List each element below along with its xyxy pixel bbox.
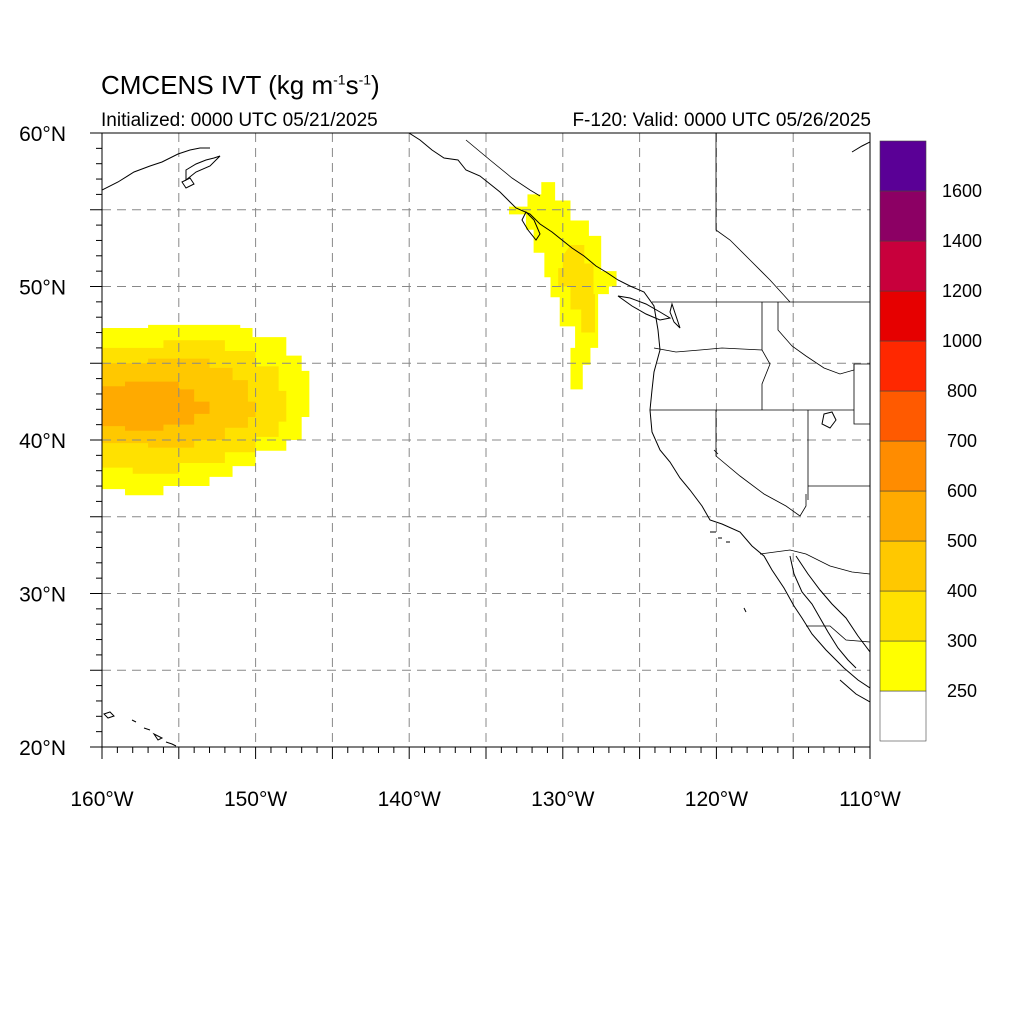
colorbar-box [879, 140, 927, 192]
lon-label: 110°W [839, 788, 901, 811]
colorbar-box [879, 490, 927, 542]
colorbar-box [879, 390, 927, 442]
title-text-mid: s [345, 70, 359, 100]
political-borders [465, 133, 870, 643]
lon-label: 130°W [531, 788, 594, 811]
colorbar-label: 250 [947, 681, 977, 701]
gulf-east-coast [795, 555, 870, 653]
colorbar-box [879, 590, 927, 642]
colorbar-label: 400 [947, 581, 977, 601]
lon-label: 160°W [70, 788, 133, 811]
hudson-bay-edge [851, 141, 870, 153]
idaho-west-border [761, 302, 771, 410]
ivt-contour-500 [102, 381, 210, 431]
lat-label: 20°N [19, 737, 66, 760]
lon-label: 120°W [685, 788, 748, 811]
wyoming-box [853, 364, 870, 425]
colorbar-label: 1000 [942, 331, 982, 351]
coastlines [102, 133, 870, 747]
initialized-time: Initialized: 0000 UTC 05/21/2025 [101, 110, 378, 131]
colorbar-label: 500 [947, 531, 977, 551]
lat-label: 50°N [19, 277, 66, 300]
colorbar: 250 300 400 500 600 700 800 1000 1200 1400 1600 [879, 140, 982, 742]
colorbar-box [879, 190, 927, 242]
title-text: CMCENS IVT (kg m [101, 70, 334, 100]
vancouver-island [617, 295, 672, 321]
baja-peninsula [789, 555, 857, 669]
lat-label: 30°N [19, 584, 66, 607]
kodiak-island [181, 177, 195, 189]
colorbar-label: 600 [947, 481, 977, 501]
west-coast-line [408, 133, 870, 689]
alaska-bc-border [465, 139, 541, 197]
colorbar-label: 700 [947, 431, 977, 451]
map-grid [102, 133, 870, 747]
colorbar-box [879, 440, 927, 492]
guadalupe-island [743, 607, 747, 613]
colorbar-label: 300 [947, 631, 977, 651]
title-exponent-1: -1 [333, 71, 346, 88]
hawaii-islands [103, 711, 177, 747]
lat-label: 60°N [19, 123, 66, 146]
lake-tahoe [713, 449, 719, 455]
map-title: CMCENS IVT (kg m-1s-1) [101, 70, 380, 101]
california-nevada-border [715, 410, 801, 517]
sonora-border [806, 625, 870, 643]
colorbar-box [879, 290, 927, 342]
colorado-river [799, 494, 807, 517]
alaska-kenai [185, 155, 221, 182]
colorbar-label: 800 [947, 381, 977, 401]
us-mexico-border [759, 549, 870, 575]
colorbar-box [879, 240, 927, 292]
colorbar-box [879, 690, 927, 742]
title-exponent-2: -1 [358, 71, 372, 88]
ivt-contour-300 [558, 245, 596, 333]
valid-time: F-120: Valid: 0000 UTC 05/26/2025 [572, 110, 871, 131]
colorbar-box [879, 540, 927, 592]
channel-islands [710, 531, 730, 543]
great-salt-lake [821, 411, 837, 429]
title-text-end: ) [371, 70, 380, 100]
colorbar-label: 1200 [942, 281, 982, 301]
colorbar-box [879, 340, 927, 392]
mexico-coast [839, 679, 870, 703]
lat-label: 40°N [19, 430, 66, 453]
alaska-coast [102, 147, 210, 191]
puget-sound [669, 302, 681, 329]
colorbar-label: 1600 [942, 181, 982, 201]
lon-label: 140°W [378, 788, 441, 811]
bc-alberta-border [715, 133, 791, 303]
colorbar-box [879, 640, 927, 692]
axis-ticks [90, 132, 871, 759]
haida-gwaii [521, 211, 541, 241]
lon-label: 150°W [224, 788, 287, 811]
colorbar-label: 1400 [942, 231, 982, 251]
wa-or-border [653, 347, 763, 353]
axis-labels: 160°W 150°W 140°W 130°W 120°W 110°W 60°N 50°N 40… [19, 123, 901, 811]
